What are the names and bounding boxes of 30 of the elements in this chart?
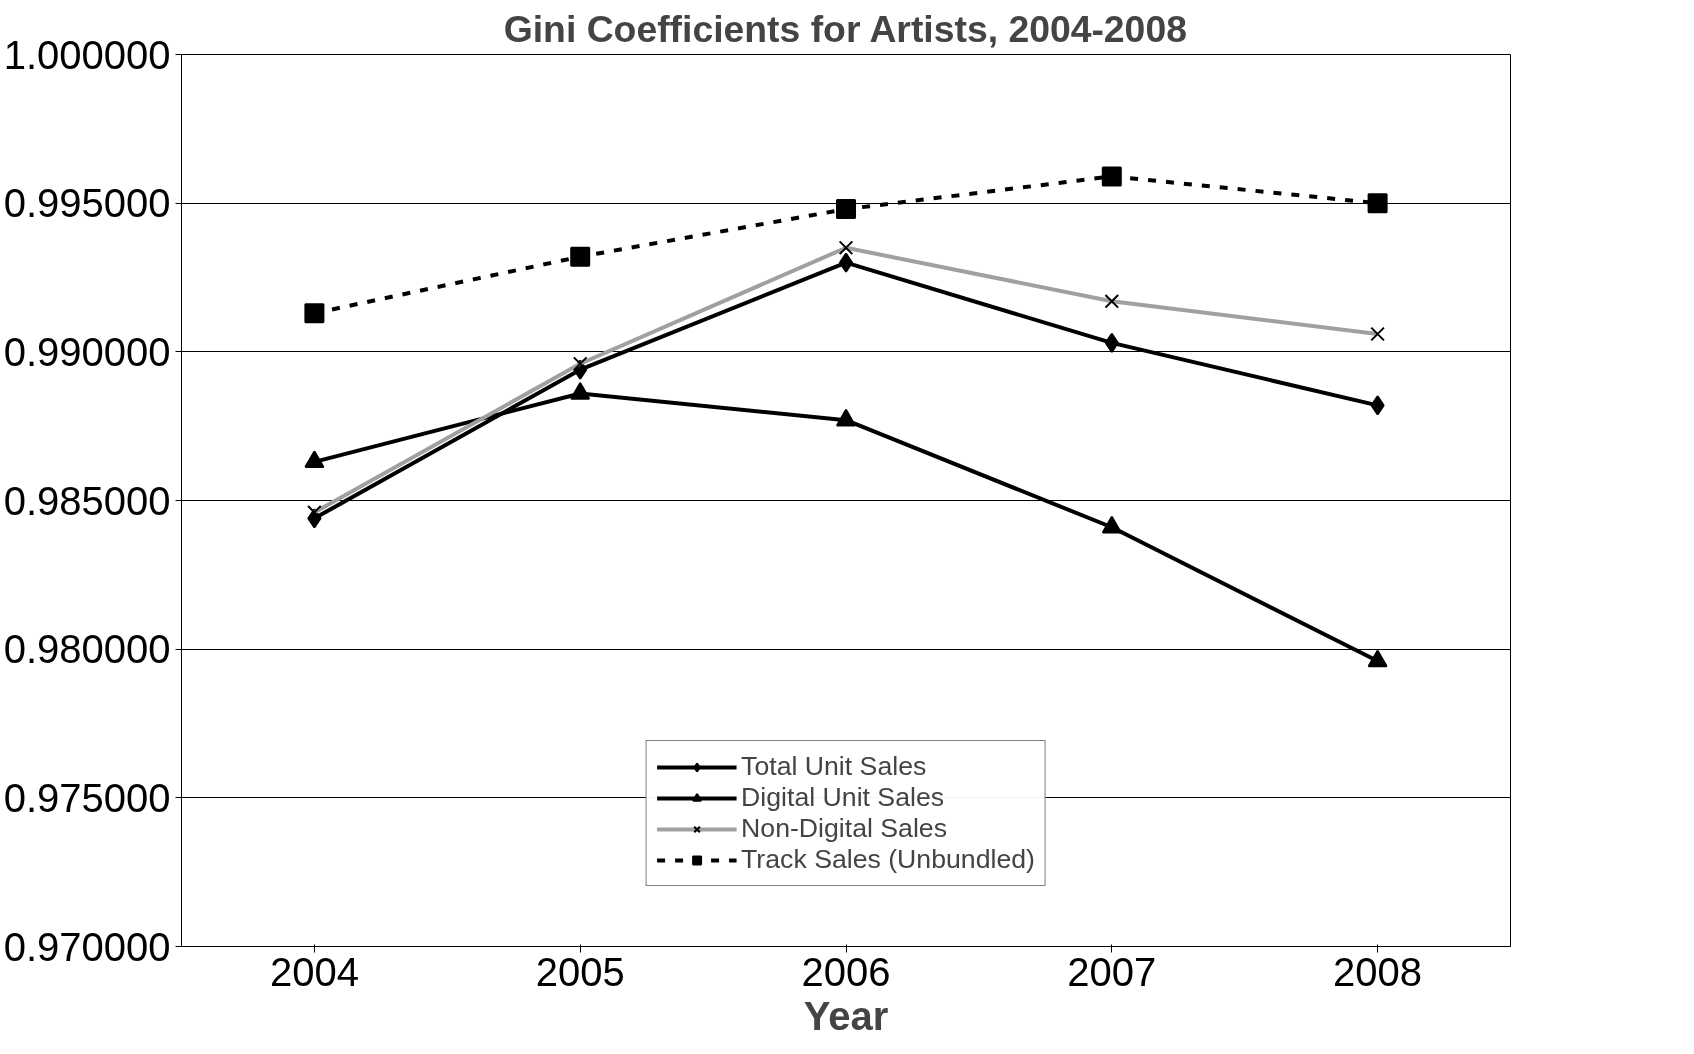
point [304,303,325,324]
y-tick-label: 0.990000 [3,329,171,374]
point [570,382,591,400]
point [570,246,591,267]
point [1367,193,1388,214]
point [1367,649,1388,668]
point [1104,332,1119,353]
point [1101,166,1122,187]
point [836,199,856,220]
y-tick-label: 0.970000 [3,924,171,969]
x-tick-label: 2006 [801,949,891,994]
y-tick-label: 0.980000 [3,627,171,672]
x-tick-label: 2007 [1067,949,1157,994]
point [1370,395,1385,416]
point [304,450,325,469]
y-tick-label: 0.975000 [3,775,171,820]
legend-label: Total Unit Sales [741,751,927,782]
x-tick-label: 2004 [269,949,359,994]
x-tick-label: 2008 [1333,949,1423,994]
y-tick-label: 1.000000 [3,32,171,77]
x-tick-label: 2005 [535,949,625,994]
y-tick-label: 0.985000 [3,478,171,523]
y-tick-label: 0.995000 [3,181,171,226]
legend-label: Track Sales (Unbundled) [741,844,1035,875]
x-axis-title: Year [803,993,889,1038]
legend-label: Non-Digital Sales [741,813,948,844]
point [1101,515,1122,534]
point [836,408,856,427]
chart-title: Gini Coefficients for Artists, 2004-2008 [503,7,1187,50]
legend-label: Digital Unit Sales [741,782,945,813]
